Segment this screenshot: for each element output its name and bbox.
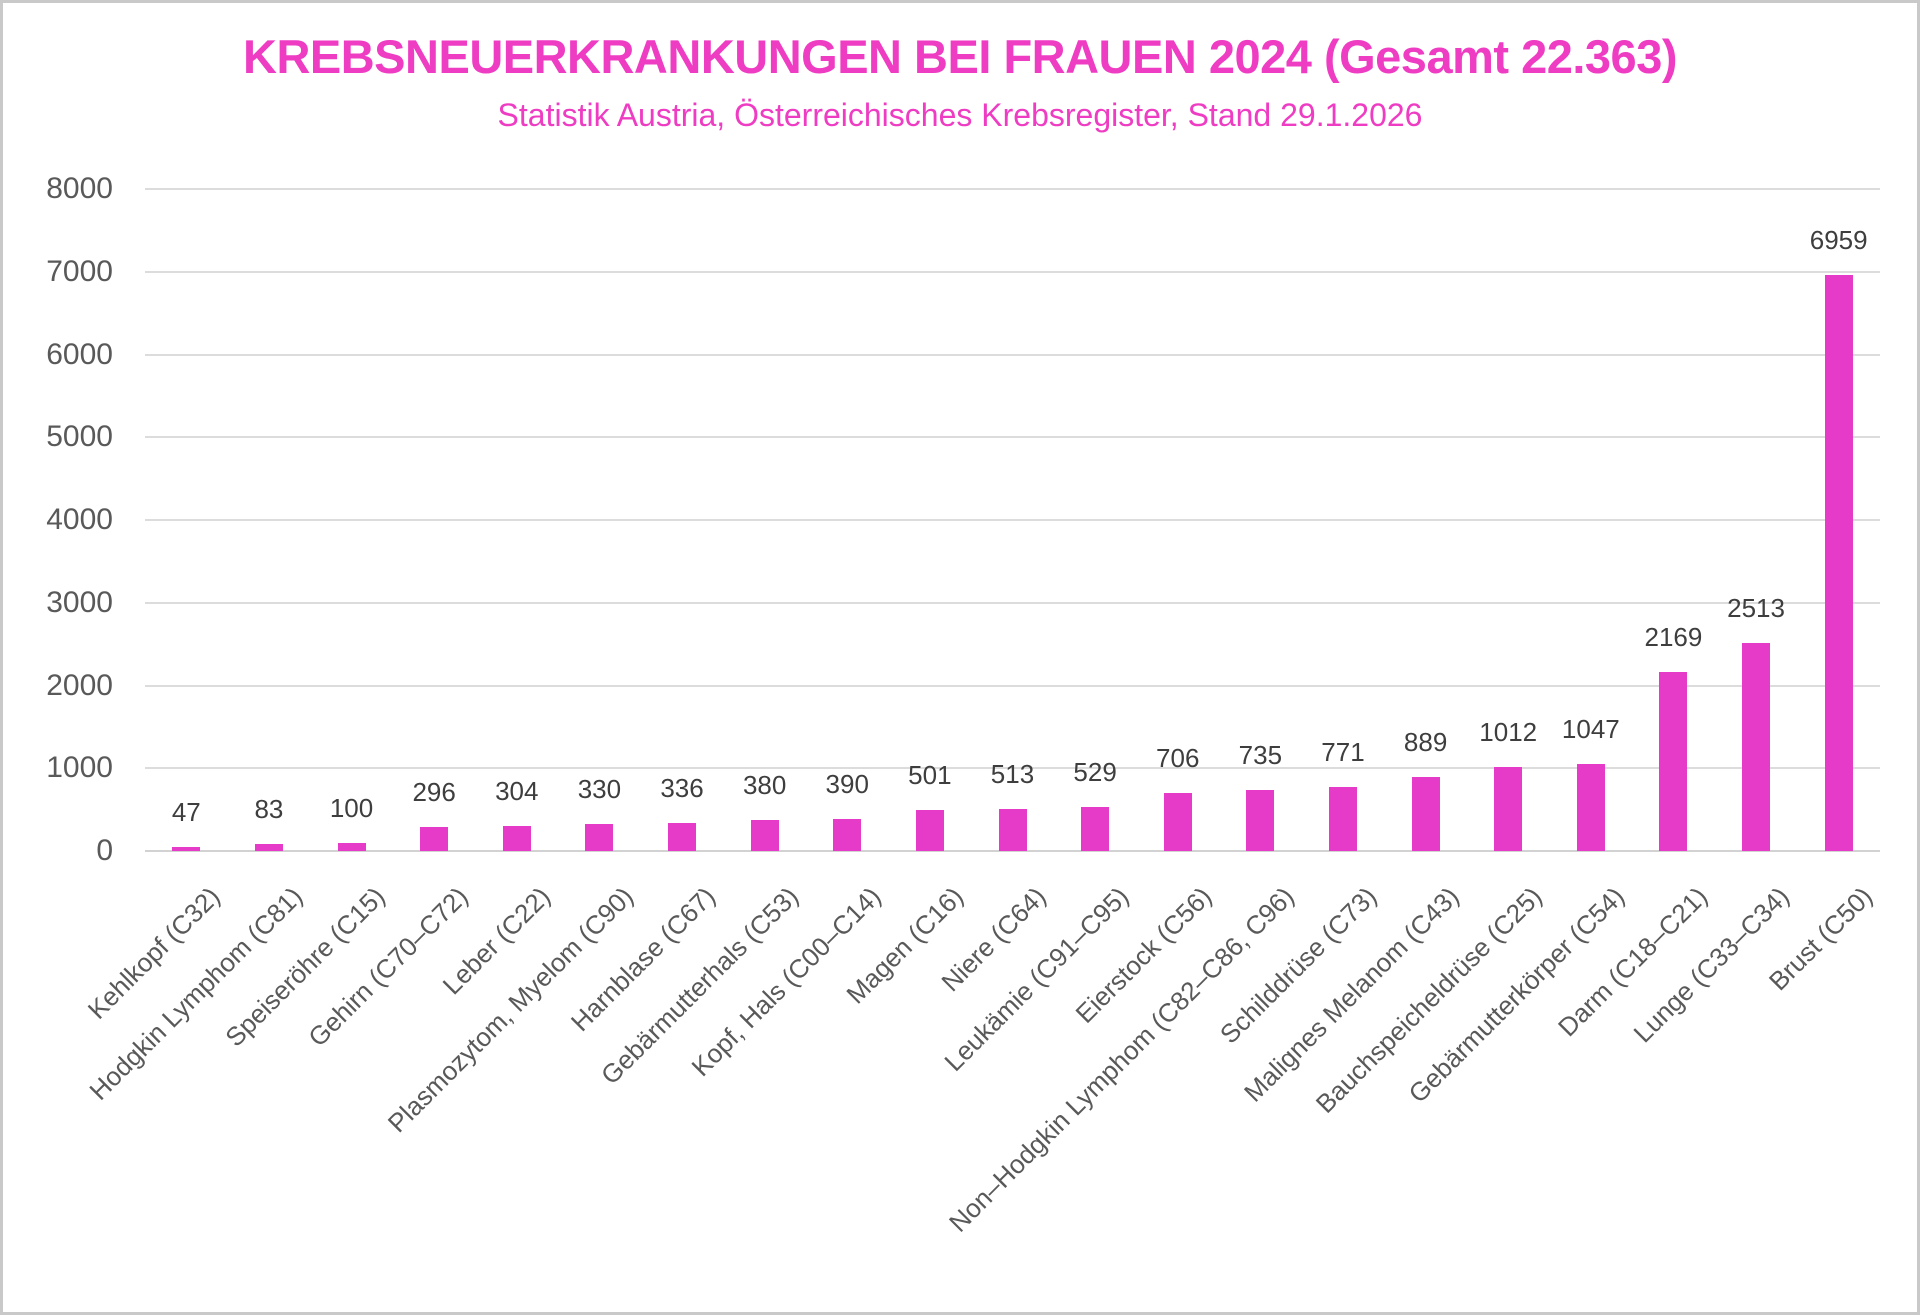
- bar: [502, 825, 531, 851]
- bar: [1163, 792, 1192, 851]
- bar: [585, 823, 614, 851]
- y-axis-label: 5000: [46, 420, 113, 454]
- bar-value-label: 889: [1403, 727, 1448, 758]
- bar: [172, 847, 201, 851]
- bar-value-label: 390: [825, 768, 869, 799]
- bar: [337, 842, 366, 851]
- bar-value-label: 336: [660, 773, 704, 804]
- bar-value-label: 304: [495, 775, 539, 806]
- gridline-7000: [145, 270, 1880, 273]
- chart-subtitle: Statistik Austria, Österreichisches Kreb…: [497, 97, 1423, 133]
- gridline-0: [145, 850, 1880, 852]
- bar: [1494, 767, 1523, 851]
- bar: [750, 819, 779, 851]
- x-axis-label: Lunge (C33–C34): [1627, 881, 1796, 1049]
- x-axis-label: Darm (C18–C21): [1551, 881, 1713, 1043]
- bar-value-label: 2513: [1727, 593, 1785, 624]
- bar-value-label: 296: [412, 776, 456, 807]
- bar-value-label: 100: [329, 792, 374, 823]
- bar: [1659, 671, 1688, 851]
- y-axis-label: 6000: [46, 337, 113, 371]
- gridline-6000: [145, 353, 1880, 356]
- y-axis-label: 1000: [46, 751, 113, 785]
- x-axis: Kehlkopf (C32) Hodgkin Lymphom (C81) Speis…: [82, 851, 1880, 1312]
- bar: [1246, 790, 1275, 851]
- bar: [998, 808, 1027, 851]
- gridline-5000: [145, 436, 1880, 439]
- bar-value-label: 529: [1073, 757, 1117, 788]
- y-axis-label: 0: [96, 834, 113, 867]
- gridline-2000: [145, 684, 1880, 687]
- chart-title: KREBSNEUERKRANKUNGEN BEI FRAUEN 2024 (Ge…: [243, 30, 1677, 83]
- bar-value-label: 706: [1156, 742, 1200, 773]
- bar: [254, 844, 283, 851]
- bar-value-label: 1047: [1561, 714, 1620, 745]
- gridline-4000: [145, 519, 1880, 521]
- gridline-3000: [145, 601, 1880, 604]
- bar-value-label: 2169: [1644, 621, 1703, 652]
- y-axis-label: 3000: [46, 585, 113, 619]
- bar: [668, 823, 697, 851]
- x-axis-label: Schilddrüse (C73): [1213, 881, 1383, 1050]
- bar: [1824, 275, 1853, 851]
- bar-value-label: 6959: [1809, 225, 1868, 256]
- gridline-1000: [145, 767, 1880, 770]
- gridline-8000: [145, 188, 1880, 190]
- bar-value-label: 1012: [1479, 717, 1538, 748]
- bar: [1411, 777, 1440, 851]
- x-axis-label: Harnblase (C67): [565, 881, 722, 1038]
- bar-value-label: 47: [171, 797, 201, 828]
- bar-value-label: 83: [254, 794, 284, 825]
- bar: [1576, 764, 1605, 851]
- plot-area: 0 1000 2000 3000 4000 5000 6000 7000 8000 47 83 10…: [46, 172, 1880, 1238]
- bar: [833, 818, 862, 851]
- bar-value-label: 513: [990, 758, 1035, 789]
- bar: [1328, 787, 1357, 851]
- y-axis-label: 8000: [46, 172, 113, 205]
- bar-value-label: 330: [577, 773, 622, 804]
- y-axis-label: 4000: [46, 503, 113, 536]
- bar-value-label: 735: [1238, 740, 1283, 771]
- bar-value-label: 771: [1321, 737, 1365, 768]
- bar: [915, 809, 944, 851]
- bar: [1742, 643, 1771, 851]
- y-axis-label: 7000: [46, 254, 113, 288]
- bar: [1081, 807, 1110, 851]
- y-axis-label: 2000: [46, 668, 113, 702]
- bar: [420, 826, 449, 851]
- bar-value-label: 380: [742, 769, 787, 800]
- bar-value-label: 501: [908, 759, 952, 790]
